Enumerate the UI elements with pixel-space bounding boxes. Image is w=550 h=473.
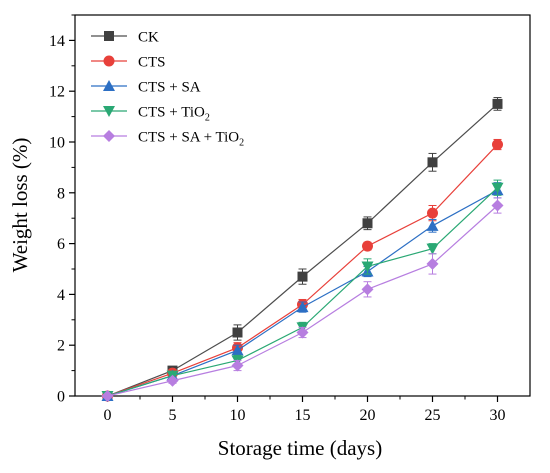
y-tick-label: 12: [49, 84, 65, 101]
series-3: [101, 182, 504, 401]
legend-label: CTS: [138, 55, 166, 71]
series-line: [107, 187, 498, 397]
axis-ticks: 0 5 10 15 20 25 30 0 2 4 6 8 10 12 14: [49, 14, 506, 424]
data-point: [362, 218, 373, 229]
series-5: [101, 197, 504, 402]
data-point: [296, 326, 309, 339]
y-tick-label: 6: [57, 236, 65, 253]
legend-label: CTS + SA + TiO2: [138, 130, 244, 149]
data-point: [361, 283, 374, 296]
data-point: [426, 219, 439, 231]
y-tick-label: 0: [57, 389, 65, 406]
legend-marker: [103, 130, 115, 142]
x-tick-label: 10: [230, 407, 246, 424]
data-point: [426, 243, 439, 255]
legend-marker: [103, 80, 115, 91]
legend-marker: [103, 106, 115, 117]
legend-label-subscript: 2: [239, 138, 244, 149]
legend-item: CTS + TiO2: [91, 105, 210, 124]
data-point: [231, 344, 244, 356]
data-point: [491, 199, 504, 212]
x-tick-label: 0: [104, 407, 112, 424]
x-tick-label: 25: [425, 407, 441, 424]
y-axis-title: Weight loss (%): [8, 138, 32, 273]
legend-label-subscript: 2: [205, 113, 210, 124]
legend-label-text: CTS: [138, 55, 166, 71]
y-tick-label: 10: [49, 135, 65, 152]
data-point: [362, 240, 373, 252]
y-tick-label: 8: [57, 185, 65, 202]
data-point: [427, 207, 438, 219]
legend-label-text: CTS + SA + TiO: [138, 130, 239, 146]
legend-label-text: CK: [138, 30, 159, 46]
legend-marker: [104, 31, 114, 41]
legend-item: CTS: [91, 55, 166, 71]
data-point: [101, 390, 114, 402]
legend-item: CTS + SA: [91, 80, 201, 96]
data-point: [427, 157, 438, 168]
x-tick-label: 20: [360, 407, 376, 424]
legend-label: CK: [138, 30, 159, 46]
x-tick-label: 30: [490, 407, 506, 424]
x-axis-title: Storage time (days): [218, 436, 382, 460]
x-tick-label: 15: [295, 407, 311, 424]
data-point: [492, 98, 503, 109]
data-point: [231, 359, 244, 372]
data-point: [296, 301, 309, 313]
data-point: [166, 374, 179, 387]
legend-label-text: CTS + TiO: [138, 105, 205, 121]
plot-frame: [74, 14, 531, 397]
legend-label-text: CTS + SA: [138, 80, 201, 96]
data-point: [492, 139, 503, 151]
plot-border: [74, 14, 531, 397]
y-tick-label: 4: [57, 287, 65, 304]
series-line: [107, 103, 498, 397]
x-tick-label: 5: [169, 407, 177, 424]
data-point: [426, 257, 439, 270]
legend-label: CTS + TiO2: [138, 105, 210, 124]
data-point: [297, 271, 308, 282]
series-line: [107, 189, 498, 397]
data-point: [232, 327, 243, 338]
legend-item: CTS + SA + TiO2: [91, 130, 244, 149]
series-4: [101, 179, 504, 402]
legend-label: CTS + SA: [138, 80, 201, 96]
series-layer: [101, 97, 504, 402]
legend-item: CK: [91, 30, 159, 46]
legend-marker: [103, 55, 115, 67]
data-point: [361, 261, 374, 273]
y-tick-label: 14: [49, 33, 65, 50]
data-point: [491, 182, 504, 194]
y-tick-label: 2: [57, 338, 65, 355]
